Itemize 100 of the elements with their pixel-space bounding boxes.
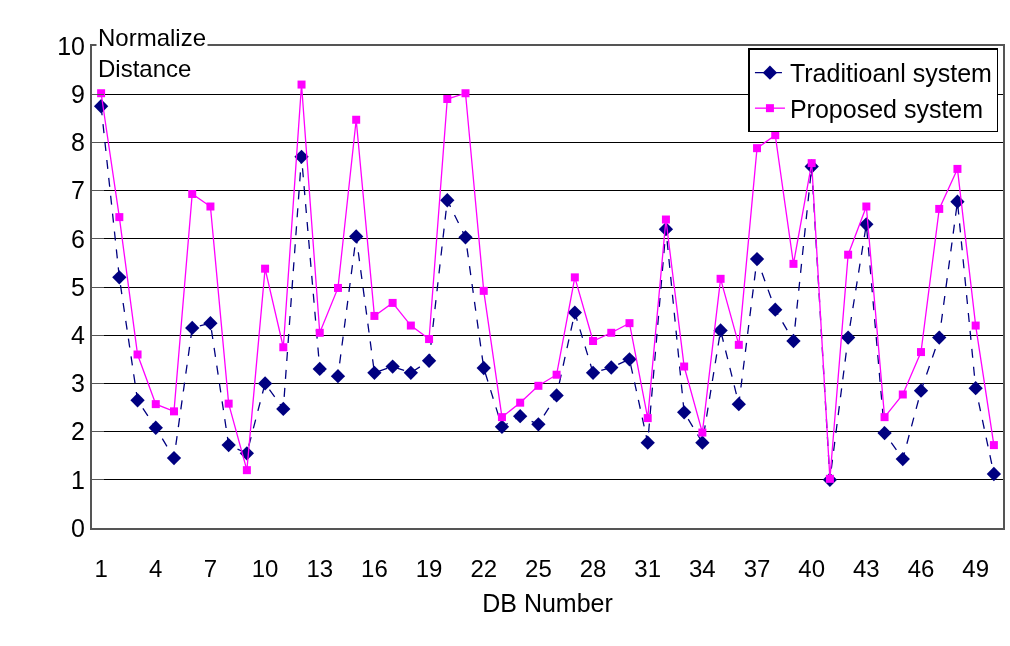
point: [953, 164, 962, 173]
point: [753, 144, 762, 153]
point: [352, 115, 361, 124]
point: [661, 215, 670, 224]
point: [986, 466, 1002, 482]
point: [130, 393, 145, 408]
y-tick-label: 1: [71, 465, 85, 494]
y-tick-label: 4: [71, 320, 86, 349]
x-tick-label: 22: [470, 554, 498, 582]
point: [589, 336, 598, 345]
x-tick-label: 37: [743, 554, 771, 582]
point: [643, 414, 652, 423]
point: [935, 204, 944, 213]
point: [971, 321, 980, 330]
point: [880, 413, 889, 422]
y-tick-label: 7: [71, 176, 85, 205]
point: [716, 274, 725, 283]
point: [221, 437, 236, 453]
y-tick-label: 5: [71, 272, 85, 301]
point: [203, 316, 218, 331]
point: [513, 409, 528, 424]
point: [242, 466, 251, 475]
point: [549, 388, 564, 403]
point: [333, 283, 342, 292]
x-tick-label: 34: [689, 554, 716, 582]
legend-label: Traditioanl system: [789, 59, 992, 88]
point: [151, 400, 160, 409]
point: [698, 428, 707, 437]
x-tick-label: 4: [149, 554, 163, 582]
point: [388, 298, 397, 307]
point: [315, 328, 324, 337]
point: [188, 189, 197, 198]
x-tick-label: 40: [798, 554, 826, 582]
point: [713, 323, 728, 338]
point: [877, 425, 892, 441]
point: [950, 194, 965, 209]
point: [224, 399, 233, 408]
point: [840, 330, 856, 345]
point: [443, 95, 452, 104]
point: [370, 311, 379, 320]
point: [185, 320, 200, 336]
y-tick-label: 6: [71, 224, 85, 253]
point: [440, 193, 455, 208]
point: [479, 286, 488, 295]
point: [895, 451, 910, 467]
point: [421, 353, 437, 368]
point: [534, 381, 543, 390]
point: [585, 365, 601, 380]
x-tick-label: 46: [907, 554, 935, 582]
point: [968, 381, 983, 396]
point: [989, 441, 998, 450]
x-tick-label: 7: [203, 554, 218, 582]
point: [731, 396, 746, 412]
x-axis-title: DB Number: [482, 589, 613, 618]
point: [789, 259, 798, 268]
x-tick-label: 28: [579, 554, 607, 582]
point: [461, 89, 470, 98]
point: [625, 319, 634, 328]
point: [622, 352, 637, 367]
point: [458, 230, 473, 245]
x-tick-label: 43: [853, 554, 880, 582]
point: [677, 405, 692, 420]
point: [349, 229, 364, 244]
point: [497, 413, 506, 422]
point: [913, 383, 929, 398]
point: [312, 361, 327, 377]
point: [133, 350, 142, 359]
point: [403, 365, 418, 380]
point: [734, 340, 743, 349]
point: [257, 376, 273, 391]
point: [425, 335, 434, 344]
x-tick-label: 25: [525, 554, 552, 582]
x-tick-label: 10: [251, 554, 279, 582]
point: [169, 407, 178, 416]
y-tick-label: 8: [71, 128, 85, 157]
point: [898, 390, 907, 399]
point: [749, 251, 765, 267]
point: [607, 328, 616, 337]
point: [385, 359, 400, 374]
point: [640, 435, 655, 450]
point: [604, 360, 619, 375]
point: [531, 417, 546, 432]
point: [552, 370, 561, 379]
point: [570, 273, 579, 282]
point: [148, 420, 163, 435]
x-tick-label: 16: [361, 554, 388, 582]
point: [166, 450, 182, 466]
x-tick-label: 1: [94, 554, 108, 582]
point: [279, 343, 288, 352]
x-tick-label: 49: [962, 554, 990, 582]
point: [261, 264, 270, 273]
point: [932, 330, 947, 345]
point: [406, 321, 415, 330]
y-tick-label: 2: [71, 417, 85, 446]
point: [115, 213, 124, 222]
point: [494, 419, 510, 434]
point: [844, 250, 853, 259]
point: [297, 80, 306, 89]
point: [112, 270, 127, 285]
x-tick-label: 19: [415, 554, 443, 582]
